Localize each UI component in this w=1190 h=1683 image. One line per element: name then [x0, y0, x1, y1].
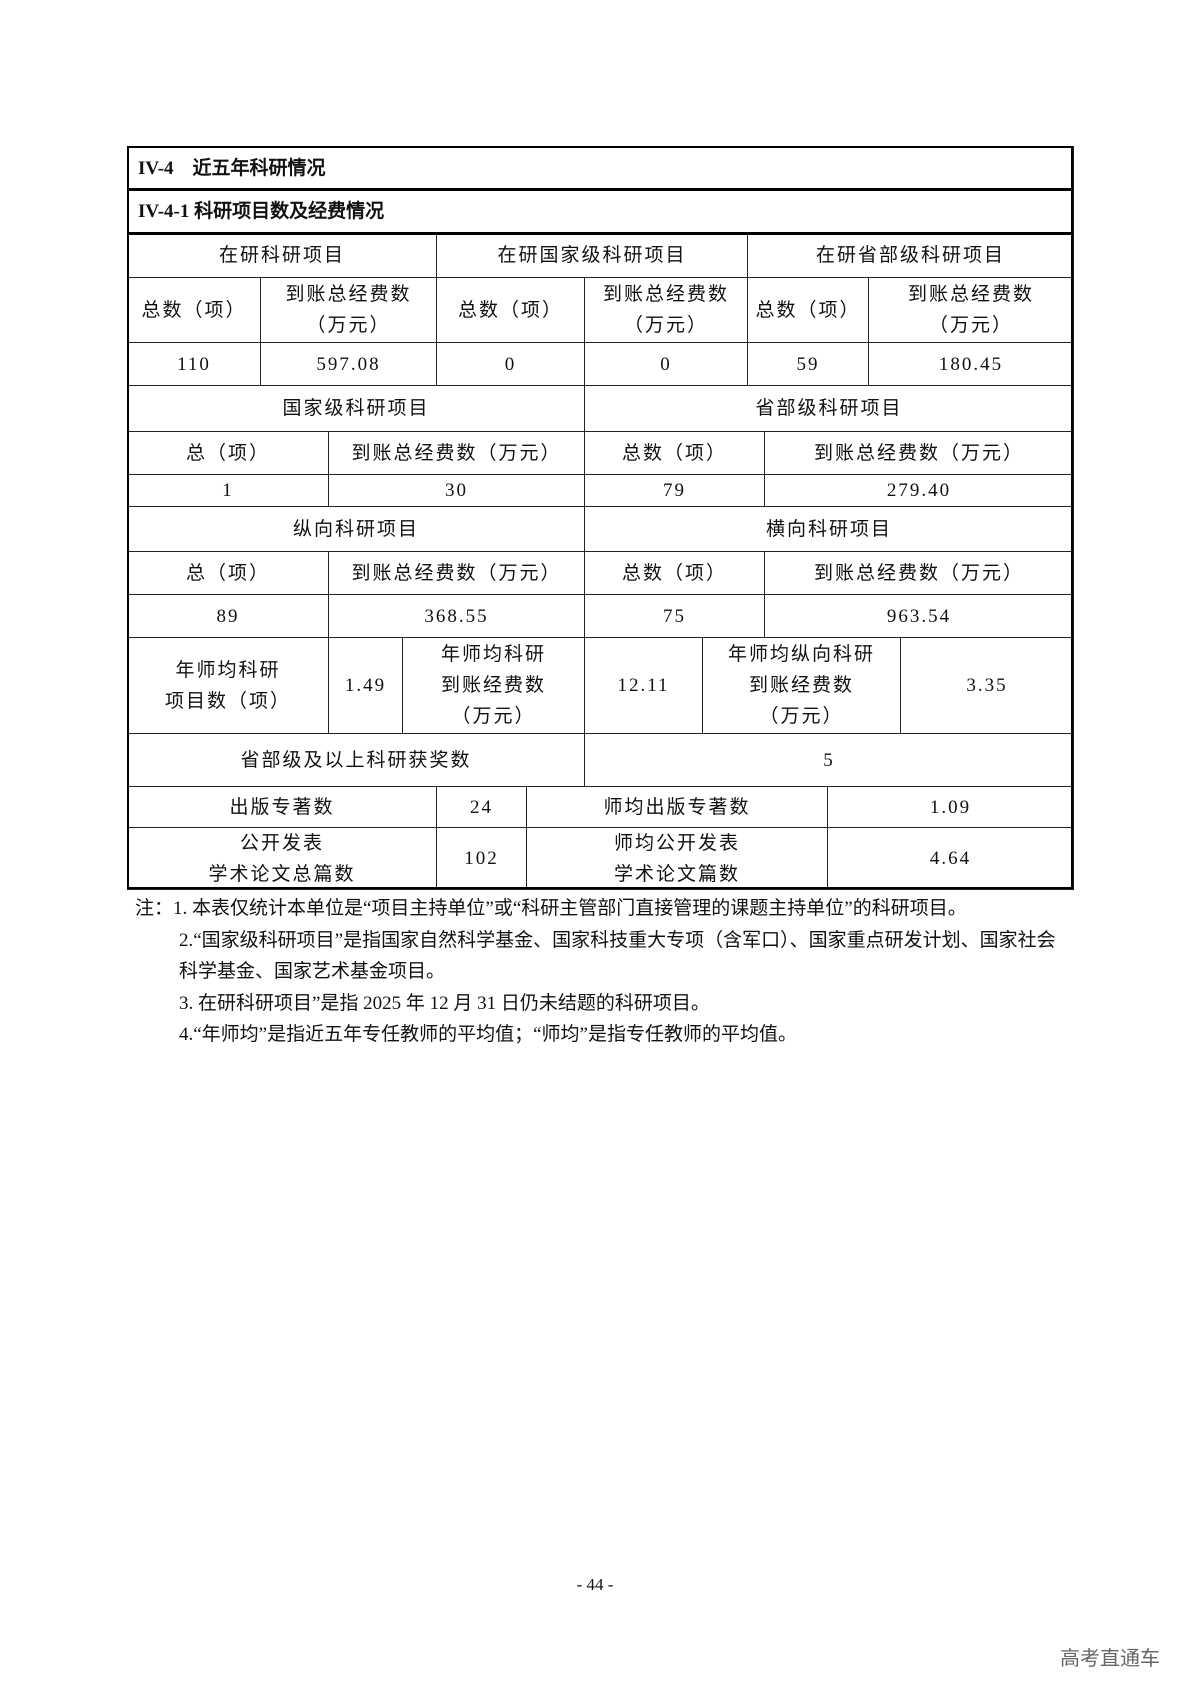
page-number: - 44 - [576, 1575, 614, 1594]
value-cell: 102 [436, 827, 527, 890]
note-2: 2.“国家级科研项目”是指国家自然科学基金、国家科技重大专项（含军口）、国家重点… [135, 925, 1070, 988]
watermark: 高考直通车 [1060, 1646, 1160, 1670]
header-in-progress: 在研科研项目 [127, 233, 437, 278]
header-funds: 到账总经费数（万元） [328, 431, 585, 475]
header-horizontal: 横向科研项目 [584, 506, 1074, 552]
value-cell: 279.40 [764, 474, 1074, 507]
table-title: IV-4 近五年科研情况 [127, 146, 1074, 190]
header-awards: 省部级及以上科研获奖数 [127, 733, 585, 787]
note-2-text: 2.“国家级科研项目”是指国家自然科学基金、国家科技重大专项（含军口）、国家重点… [179, 929, 1056, 983]
header-total-count: 总数（项） [747, 277, 869, 343]
value-cell: 0 [436, 342, 585, 386]
value-cell: 963.54 [764, 594, 1074, 638]
value-cell: 75 [584, 594, 765, 638]
value-cell: 110 [127, 342, 261, 386]
header-annual-avg-funds: 年师均科研 到账经费数 （万元） [402, 637, 585, 734]
note-4: 4.“年师均”是指近五年专任教师的平均值；“师均”是指专任教师的平均值。 [179, 1024, 797, 1045]
header-total-count: 总数（项） [584, 551, 765, 595]
value-cell: 59 [747, 342, 869, 386]
header-funds: 到账总经费数（万元） [764, 551, 1074, 595]
header-monographs: 出版专著数 [127, 786, 437, 828]
header-in-progress-national: 在研国家级科研项目 [436, 233, 748, 278]
value-cell: 180.45 [868, 342, 1074, 386]
header-papers: 公开发表 学术论文总篇数 [127, 827, 437, 890]
value-cell: 30 [328, 474, 585, 507]
header-annual-avg-vertical-funds: 年师均纵向科研 到账经费数 （万元） [702, 637, 901, 734]
header-funds: 到账总经费数 （万元） [868, 277, 1074, 343]
header-provincial: 省部级科研项目 [584, 385, 1074, 432]
value-cell: 1.49 [328, 637, 403, 734]
header-funds: 到账总经费数（万元） [764, 431, 1074, 475]
header-in-progress-provincial: 在研省部级科研项目 [747, 233, 1074, 278]
header-avg-monographs: 师均出版专著数 [526, 786, 828, 828]
header-total-count: 总数（项） [127, 277, 261, 343]
value-cell: 24 [436, 786, 527, 828]
thick-divider [127, 232, 1073, 235]
header-annual-avg-projects: 年师均科研 项目数（项） [127, 637, 329, 734]
header-funds: 到账总经费数（万元） [328, 551, 585, 595]
table-notes: 注：1. 本表仅统计本单位是“项目主持单位”或“科研主管部门直接管理的课题主持单… [135, 893, 1070, 1051]
header-avg-papers: 师均公开发表 学术论文篇数 [526, 827, 828, 890]
value-cell: 4.64 [827, 827, 1074, 890]
header-total: 总（项） [127, 551, 329, 595]
header-funds: 到账总经费数 （万元） [584, 277, 748, 343]
value-cell: 5 [584, 733, 1074, 787]
thick-divider [127, 188, 1073, 191]
value-cell: 12.11 [584, 637, 703, 734]
header-national: 国家级科研项目 [127, 385, 585, 432]
value-cell: 0 [584, 342, 748, 386]
value-cell: 79 [584, 474, 765, 507]
value-cell: 3.35 [900, 637, 1074, 734]
header-funds: 到账总经费数 （万元） [260, 277, 437, 343]
header-total-count: 总数（项） [584, 431, 765, 475]
header-total: 总（项） [127, 431, 329, 475]
header-total-count: 总数（项） [436, 277, 585, 343]
value-cell: 597.08 [260, 342, 437, 386]
value-cell: 368.55 [328, 594, 585, 638]
note-3: 3. 在研科研项目”是指 2025 年 12 月 31 日仍未结题的科研项目。 [179, 992, 710, 1014]
header-vertical: 纵向科研项目 [127, 506, 585, 552]
value-cell: 89 [127, 594, 329, 638]
value-cell: 1.09 [827, 786, 1074, 828]
note-1: 注：1. 本表仅统计本单位是“项目主持单位”或“科研主管部门直接管理的课题主持单… [135, 898, 967, 919]
value-cell: 1 [127, 474, 329, 507]
table-subtitle: IV-4-1 科研项目数及经费情况 [127, 189, 1074, 234]
